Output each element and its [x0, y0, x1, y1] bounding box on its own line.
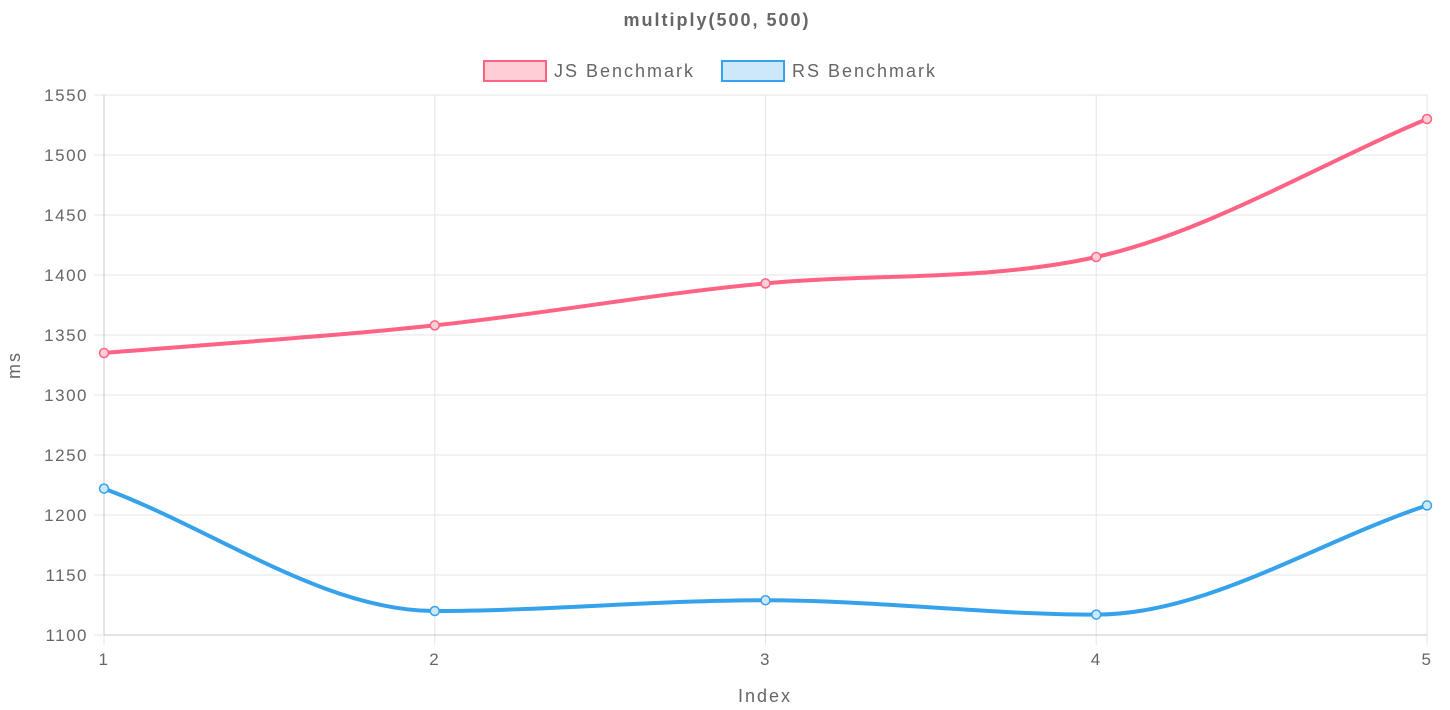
x-tick-label: 2	[429, 650, 440, 669]
legend-swatch	[483, 60, 547, 82]
axes: 1550 1500 1450 1400 1350 1300 1250 1200 1150 1100…	[44, 86, 1433, 669]
data-point-js-benchmark[interactable]	[1091, 251, 1102, 263]
y-tick-label: 1350	[44, 326, 88, 345]
legend-label: RS Benchmark	[792, 61, 937, 81]
y-tick-label: 1200	[44, 506, 88, 525]
y-tick-label: 1400	[44, 266, 88, 285]
legend-item-js-benchmark[interactable]: JS Benchmark	[483, 60, 695, 82]
y-tick-label: 1500	[44, 146, 88, 165]
data-points	[98, 113, 1433, 620]
y-axis-title: ms	[4, 351, 24, 379]
data-point-rs-benchmark[interactable]	[1091, 609, 1102, 620]
grid	[94, 94, 1428, 645]
y-tick-label: 1450	[44, 206, 88, 225]
x-tick-label: 1	[99, 650, 110, 669]
x-axis-title: Index	[738, 686, 792, 705]
y-tick-label: 1550	[44, 86, 88, 105]
legend-item-rs-benchmark[interactable]: RS Benchmark	[721, 60, 937, 82]
data-point-rs-benchmark[interactable]	[98, 483, 110, 494]
data-point-js-benchmark[interactable]	[760, 278, 771, 289]
data-point-js-benchmark[interactable]	[429, 320, 440, 331]
x-tick-label: 5	[1422, 650, 1433, 669]
y-tick-label: 1150	[45, 566, 88, 585]
legend[interactable]: JS Benchmark RS Benchmark	[483, 60, 937, 82]
y-tick-label: 1300	[44, 386, 88, 405]
legend-swatch	[721, 60, 785, 82]
chart-title: multiply(500, 500)	[623, 10, 810, 30]
data-point-js-benchmark[interactable]	[98, 347, 110, 359]
data-point-rs-benchmark[interactable]	[429, 605, 440, 617]
x-tick-label: 4	[1091, 650, 1102, 669]
x-tick-label: 3	[760, 650, 771, 669]
y-tick-label: 1250	[44, 446, 88, 465]
legend-label: JS Benchmark	[554, 61, 695, 81]
data-point-js-benchmark[interactable]	[1421, 113, 1433, 125]
data-point-rs-benchmark[interactable]	[1421, 500, 1433, 511]
y-tick-label: 1100	[45, 626, 88, 645]
data-point-rs-benchmark[interactable]	[760, 594, 771, 606]
